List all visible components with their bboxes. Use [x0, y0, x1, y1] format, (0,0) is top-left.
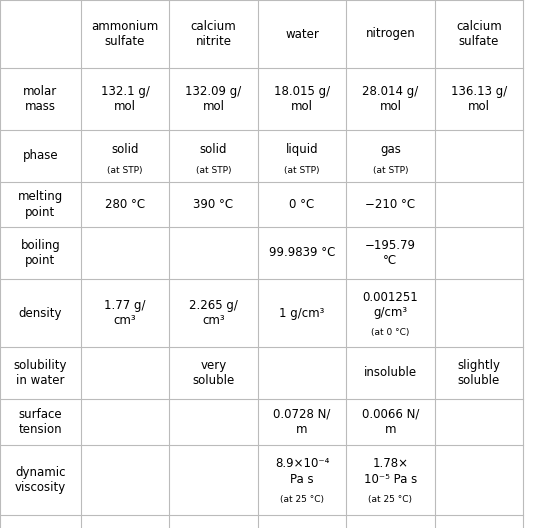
Text: density: density — [19, 306, 62, 319]
Text: 132.1 g/
mol: 132.1 g/ mol — [100, 85, 150, 113]
Text: molar
mass: molar mass — [23, 85, 57, 113]
Text: 132.09 g/
mol: 132.09 g/ mol — [185, 85, 242, 113]
Text: water: water — [285, 27, 319, 41]
Text: 0.0066 N/
m: 0.0066 N/ m — [361, 408, 419, 436]
Text: dynamic
viscosity: dynamic viscosity — [15, 466, 66, 494]
Text: (at STP): (at STP) — [107, 166, 143, 175]
Text: 2.265 g/
cm³: 2.265 g/ cm³ — [189, 299, 238, 327]
Text: −195.79
°C: −195.79 °C — [365, 239, 416, 267]
Text: liquid: liquid — [286, 143, 318, 156]
Text: solid: solid — [200, 143, 227, 156]
Text: (at 25 °C): (at 25 °C) — [280, 495, 324, 504]
Text: 136.13 g/
mol: 136.13 g/ mol — [450, 85, 507, 113]
Text: 18.015 g/
mol: 18.015 g/ mol — [274, 85, 330, 113]
Text: very
soluble: very soluble — [192, 359, 235, 387]
Text: ammonium
sulfate: ammonium sulfate — [91, 20, 159, 48]
Text: calcium
sulfate: calcium sulfate — [456, 20, 502, 48]
Text: gas: gas — [380, 143, 401, 156]
Text: solubility
in water: solubility in water — [14, 359, 67, 387]
Text: surface
tension: surface tension — [19, 408, 62, 436]
Text: (at STP): (at STP) — [284, 166, 320, 175]
Text: 0.0728 N/
m: 0.0728 N/ m — [273, 408, 331, 436]
Text: (at 0 °C): (at 0 °C) — [371, 327, 410, 336]
Text: 28.014 g/
mol: 28.014 g/ mol — [362, 85, 419, 113]
Text: 390 °C: 390 °C — [193, 198, 234, 211]
Text: 280 °C: 280 °C — [105, 198, 145, 211]
Text: (at STP): (at STP) — [195, 166, 232, 175]
Text: 0 °C: 0 °C — [289, 198, 314, 211]
Text: melting
point: melting point — [18, 190, 63, 219]
Text: slightly
soluble: slightly soluble — [458, 359, 500, 387]
Text: 1.78×
10⁻⁵ Pa s: 1.78× 10⁻⁵ Pa s — [364, 457, 417, 486]
Text: 99.9839 °C: 99.9839 °C — [269, 247, 335, 259]
Text: 1 g/cm³: 1 g/cm³ — [279, 306, 325, 319]
Text: (at STP): (at STP) — [372, 166, 408, 175]
Text: phase: phase — [22, 149, 58, 163]
Text: 8.9×10⁻⁴
Pa s: 8.9×10⁻⁴ Pa s — [275, 457, 329, 486]
Text: boiling
point: boiling point — [21, 239, 60, 267]
Text: solid: solid — [111, 143, 139, 156]
Text: (at 25 °C): (at 25 °C) — [369, 495, 412, 504]
Text: nitrogen: nitrogen — [365, 27, 416, 41]
Text: insoluble: insoluble — [364, 366, 417, 380]
Text: 0.001251
g/cm³: 0.001251 g/cm³ — [363, 290, 418, 319]
Text: −210 °C: −210 °C — [365, 198, 416, 211]
Text: calcium
nitrite: calcium nitrite — [191, 20, 236, 48]
Text: 1.77 g/
cm³: 1.77 g/ cm³ — [104, 299, 146, 327]
